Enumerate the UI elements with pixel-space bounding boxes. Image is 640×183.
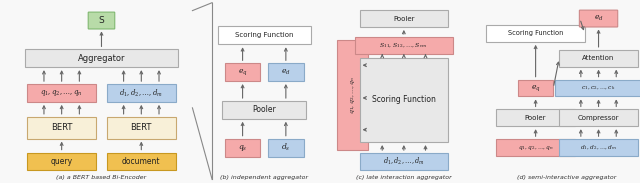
FancyBboxPatch shape [28,153,96,170]
Text: $c_1, c_2,\ldots, c_k$: $c_1, c_2,\ldots, c_k$ [581,84,616,92]
FancyBboxPatch shape [268,63,303,81]
FancyBboxPatch shape [556,80,640,96]
FancyBboxPatch shape [579,10,618,27]
Text: Pooler: Pooler [525,115,547,121]
FancyBboxPatch shape [360,10,448,27]
FancyBboxPatch shape [518,80,554,96]
Text: $d_1, d_2,\ldots, d_m$: $d_1, d_2,\ldots, d_m$ [383,156,425,167]
FancyBboxPatch shape [88,12,115,29]
Text: Pooler: Pooler [252,105,276,114]
FancyBboxPatch shape [268,139,303,156]
Text: document: document [122,157,161,166]
Text: $e_q$: $e_q$ [237,67,248,77]
Text: (d) semi-interactive aggregator: (d) semi-interactive aggregator [517,175,617,180]
Text: $e_q$: $e_q$ [531,83,540,93]
Text: Compressor: Compressor [578,115,620,121]
Text: $e_d$: $e_d$ [594,14,604,23]
FancyBboxPatch shape [559,139,638,156]
FancyBboxPatch shape [225,139,260,156]
FancyBboxPatch shape [360,58,448,142]
Text: $d_1, d_2,\ldots, d_m$: $d_1, d_2,\ldots, d_m$ [119,87,163,99]
FancyBboxPatch shape [25,49,178,67]
Text: (c) late interaction aggregator: (c) late interaction aggregator [356,175,452,180]
Text: BERT: BERT [51,123,72,132]
FancyBboxPatch shape [28,84,96,102]
FancyBboxPatch shape [223,101,306,119]
Text: $q_s$: $q_s$ [238,143,247,153]
Text: Scoring Function: Scoring Function [372,96,436,104]
FancyBboxPatch shape [337,40,369,150]
Text: $e_d$: $e_d$ [281,68,291,77]
FancyBboxPatch shape [28,117,96,139]
Text: $d_1, d_2,\ldots, d_m$: $d_1, d_2,\ldots, d_m$ [580,143,617,152]
FancyBboxPatch shape [218,27,311,44]
FancyBboxPatch shape [496,109,575,126]
Text: (b) independent aggregator: (b) independent aggregator [220,175,308,180]
Text: Attention: Attention [582,55,615,61]
FancyBboxPatch shape [559,109,638,126]
Text: $S_{11}, S_{12},\ldots, S_{nm}$: $S_{11}, S_{12},\ldots, S_{nm}$ [380,41,428,50]
Text: S: S [99,16,104,25]
FancyBboxPatch shape [107,153,176,170]
FancyBboxPatch shape [355,37,453,54]
Text: $q_1, q_2,\ldots, q_n$: $q_1, q_2,\ldots, q_n$ [518,144,554,152]
Text: Scoring Function: Scoring Function [235,32,294,38]
FancyBboxPatch shape [107,117,176,139]
Text: (a) a BERT based Bi-Encoder: (a) a BERT based Bi-Encoder [56,175,147,180]
Text: Scoring Function: Scoring Function [508,30,563,36]
Text: $q_1, q_2,\ldots, q_n$: $q_1, q_2,\ldots, q_n$ [40,88,83,98]
Text: query: query [51,157,73,166]
Text: BERT: BERT [131,123,152,132]
FancyBboxPatch shape [107,84,176,102]
FancyBboxPatch shape [486,25,585,42]
Text: $d_s$: $d_s$ [281,142,291,153]
Text: $q_1, q_2,\ldots, q_n$: $q_1, q_2,\ldots, q_n$ [349,76,356,114]
Text: Aggregator: Aggregator [77,54,125,63]
FancyBboxPatch shape [225,63,260,81]
Text: Pooler: Pooler [393,16,415,22]
FancyBboxPatch shape [360,153,448,170]
FancyBboxPatch shape [559,50,638,67]
FancyBboxPatch shape [496,139,575,156]
